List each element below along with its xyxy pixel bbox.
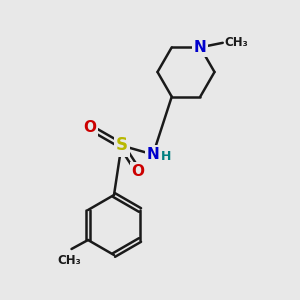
Text: CH₃: CH₃ (57, 254, 81, 266)
Text: O: O (83, 120, 97, 135)
Text: O: O (131, 164, 145, 178)
Text: N: N (194, 40, 207, 55)
Text: H: H (160, 150, 171, 164)
Text: CH₃: CH₃ (224, 36, 248, 49)
Text: S: S (116, 136, 128, 154)
Text: N: N (147, 147, 159, 162)
